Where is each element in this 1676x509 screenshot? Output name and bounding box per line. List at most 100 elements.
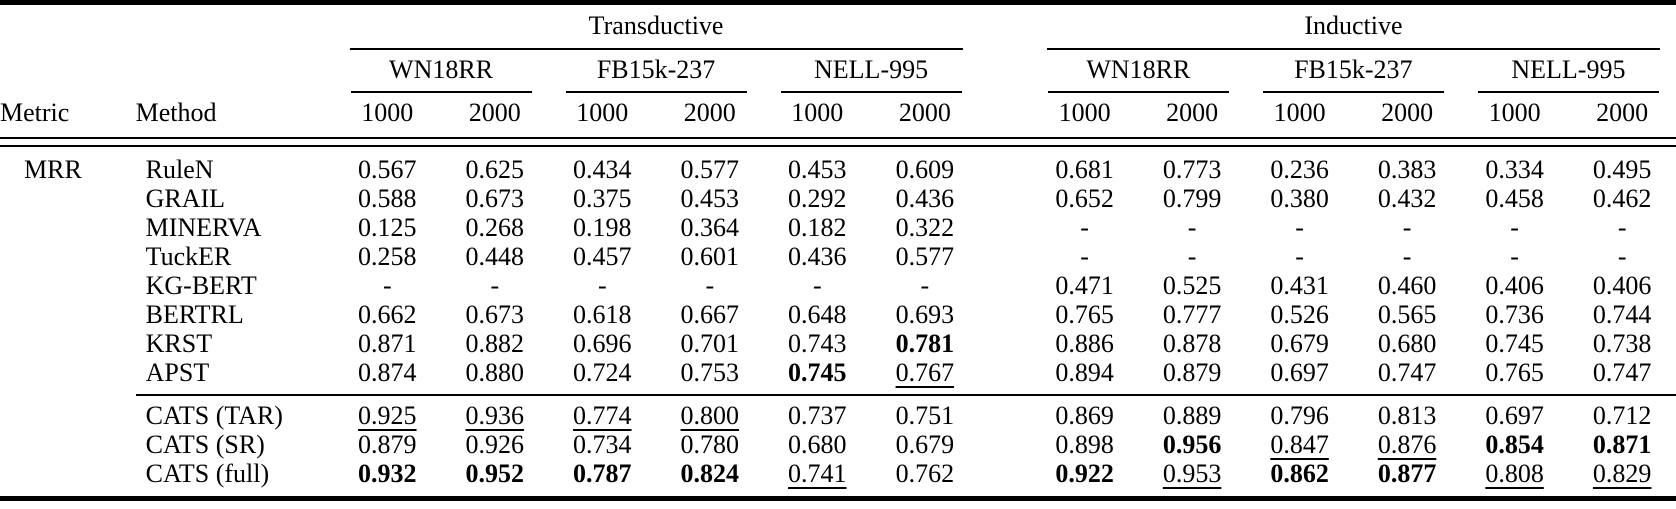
group-gap <box>979 242 1031 271</box>
value-cell: 0.777 <box>1138 300 1246 329</box>
value-cell: - <box>549 271 657 300</box>
value-cell: - <box>441 271 549 300</box>
value-cell: - <box>656 271 764 300</box>
value-text: - <box>812 271 822 300</box>
value-cell: 0.334 <box>1461 146 1569 184</box>
blank-cell <box>0 50 334 93</box>
method-cell: BERTRL <box>145 300 244 329</box>
group-gap <box>979 3 1031 51</box>
value-text: 0.588 <box>358 184 417 213</box>
value-cell: 0.738 <box>1568 329 1676 358</box>
method-cell: GRAIL <box>145 184 226 213</box>
value-text: - <box>1187 242 1197 271</box>
value-text: - <box>597 271 607 300</box>
value-cell: 0.712 <box>1568 394 1676 430</box>
method-cell: CATS (SR) <box>145 430 265 459</box>
value-cell: 0.871 <box>334 329 442 358</box>
value-text: 0.800 <box>680 401 740 430</box>
group-gap <box>979 358 1031 395</box>
value-cell: 0.701 <box>656 329 764 358</box>
value-text: 0.956 <box>1162 430 1222 459</box>
value-cell: 0.847 <box>1246 430 1354 459</box>
method-cell: KRST <box>145 329 213 358</box>
value-text: 0.453 <box>788 155 847 184</box>
value-cell: 0.747 <box>1353 358 1461 395</box>
group-gap <box>979 184 1031 213</box>
value-text: 0.854 <box>1485 430 1544 459</box>
dataset-label: NELL-995 <box>780 50 962 93</box>
value-text: 0.829 <box>1592 459 1652 488</box>
value-cell: 0.182 <box>764 213 872 242</box>
value-cell: 0.457 <box>549 242 657 271</box>
value-text: 0.747 <box>1377 358 1437 387</box>
method-cell: MINERVA <box>145 213 262 242</box>
value-text: 0.577 <box>895 242 955 271</box>
metric-cell <box>0 213 136 242</box>
value-text: 0.577 <box>680 155 740 184</box>
value-text: 0.898 <box>1055 430 1114 459</box>
value-cell: 0.747 <box>1568 358 1676 395</box>
value-cell: - <box>1461 213 1569 242</box>
method-cell: TuckER <box>145 242 232 271</box>
value-text: 0.882 <box>465 329 525 358</box>
value-cell: 0.787 <box>549 459 657 499</box>
table-row: APST 0.874 0.880 0.724 0.753 0.745 0.767 0.894 0… <box>0 358 1676 395</box>
value-text: 0.236 <box>1270 155 1329 184</box>
value-cell: 0.681 <box>1031 146 1139 184</box>
value-text: 0.773 <box>1162 155 1222 184</box>
shot-header: 1000 <box>1488 98 1541 127</box>
value-cell: 0.765 <box>1461 358 1569 395</box>
value-cell: 0.577 <box>656 146 764 184</box>
value-cell: 0.743 <box>764 329 872 358</box>
method-cell: CATS (full) <box>145 459 270 488</box>
value-cell: 0.648 <box>764 300 872 329</box>
shot-header: 2000 <box>1381 98 1434 127</box>
value-cell: 0.434 <box>549 146 657 184</box>
value-text: 0.952 <box>465 459 525 488</box>
value-cell: 0.744 <box>1568 300 1676 329</box>
value-cell: 0.936 <box>441 394 549 430</box>
value-text: 0.526 <box>1270 300 1329 329</box>
value-text: - <box>1402 213 1412 242</box>
group-header-inductive: Inductive <box>1031 3 1676 50</box>
value-text: 0.495 <box>1592 155 1652 184</box>
value-cell: 0.448 <box>441 242 549 271</box>
method-cell: KG-BERT <box>145 271 257 300</box>
value-text: 0.751 <box>895 401 955 430</box>
value-cell: 0.737 <box>763 394 872 430</box>
value-text: 0.696 <box>573 329 632 358</box>
value-cell: 0.458 <box>1461 184 1569 213</box>
value-cell: 0.601 <box>656 242 764 271</box>
value-text: 0.383 <box>1377 155 1437 184</box>
value-cell: 0.471 <box>1031 271 1139 300</box>
value-cell: - <box>1568 242 1676 271</box>
value-cell: 0.588 <box>334 184 442 213</box>
value-cell: 0.932 <box>334 459 442 499</box>
value-text: 0.745 <box>788 358 847 387</box>
value-text: 0.406 <box>1592 271 1652 300</box>
value-cell: 0.662 <box>334 300 442 329</box>
value-cell: 0.673 <box>441 300 549 329</box>
value-text: 0.680 <box>1377 329 1437 358</box>
value-text: 0.673 <box>465 184 525 213</box>
table-row: CATS (full) 0.932 0.952 0.787 0.824 0.741 0.76… <box>0 459 1676 499</box>
group-label: Inductive <box>1046 5 1660 50</box>
value-text: 0.458 <box>1485 184 1544 213</box>
value-text: 0.406 <box>1485 271 1544 300</box>
value-cell: 0.796 <box>1245 394 1354 430</box>
value-text: 0.680 <box>788 430 847 459</box>
shot-header: 2000 <box>898 98 951 127</box>
value-text: - <box>1617 242 1627 271</box>
method-cell: APST <box>145 358 210 387</box>
shot-header: 1000 <box>576 98 629 127</box>
value-cell: 0.879 <box>1138 358 1246 395</box>
value-cell: - <box>1246 213 1354 242</box>
value-cell: - <box>1138 242 1246 271</box>
dataset-header-nell995-transductive: NELL-995 <box>764 50 979 93</box>
value-text: 0.871 <box>358 329 417 358</box>
table-row: KRST 0.871 0.882 0.696 0.701 0.743 0.781 0.886 0… <box>0 329 1676 358</box>
value-cell: - <box>1353 213 1461 242</box>
value-cell: 0.198 <box>549 213 657 242</box>
method-column-header: Method <box>135 98 217 127</box>
value-text: 0.874 <box>358 358 417 387</box>
